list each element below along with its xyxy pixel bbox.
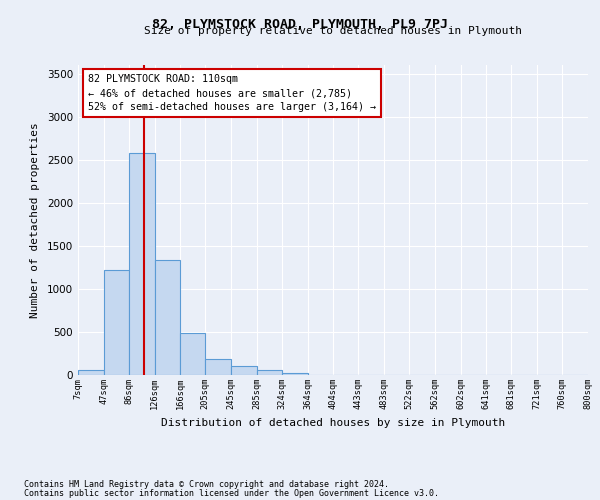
Bar bbox=[180, 333, 205, 375]
Bar bbox=[231, 366, 257, 375]
Bar bbox=[78, 370, 104, 375]
Title: Size of property relative to detached houses in Plymouth: Size of property relative to detached ho… bbox=[144, 26, 522, 36]
Bar bbox=[205, 359, 231, 375]
Text: 82, PLYMSTOCK ROAD, PLYMOUTH, PL9 7PJ: 82, PLYMSTOCK ROAD, PLYMOUTH, PL9 7PJ bbox=[152, 18, 448, 30]
Bar bbox=[129, 153, 155, 375]
X-axis label: Distribution of detached houses by size in Plymouth: Distribution of detached houses by size … bbox=[161, 418, 505, 428]
Bar bbox=[257, 370, 282, 375]
Bar bbox=[104, 270, 129, 375]
Bar bbox=[155, 260, 180, 375]
Y-axis label: Number of detached properties: Number of detached properties bbox=[30, 122, 40, 318]
Text: Contains HM Land Registry data © Crown copyright and database right 2024.: Contains HM Land Registry data © Crown c… bbox=[24, 480, 389, 489]
Bar bbox=[282, 374, 308, 375]
Text: Contains public sector information licensed under the Open Government Licence v3: Contains public sector information licen… bbox=[24, 488, 439, 498]
Text: 82 PLYMSTOCK ROAD: 110sqm
← 46% of detached houses are smaller (2,785)
52% of se: 82 PLYMSTOCK ROAD: 110sqm ← 46% of detac… bbox=[88, 74, 376, 112]
